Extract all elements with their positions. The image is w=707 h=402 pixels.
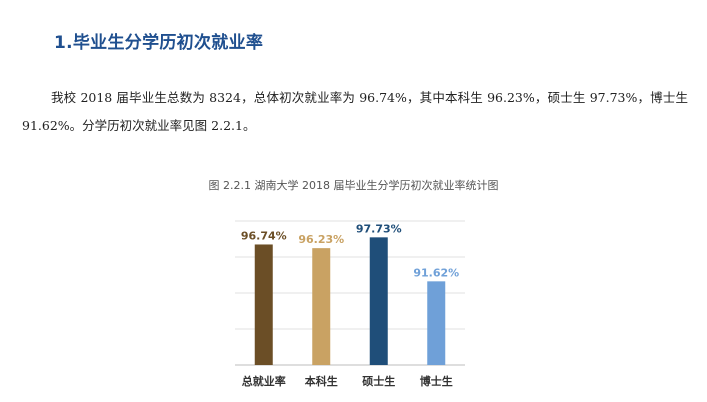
data-label-4: 91.62% [413,266,459,279]
category-label-1: 总就业率 [242,374,286,388]
bar-2 [312,248,331,365]
bar-1 [254,244,273,365]
category-label-3: 硕士生 [362,374,395,388]
section-heading: 1.毕业生分学历初次就业率 [54,33,264,53]
figure-caption: 图 2.2.1 湖南大学 2018 届毕业生分学历初次就业率统计图 [208,179,499,192]
data-label-1: 96.74% [241,229,287,242]
bar-4 [427,281,446,365]
body-paragraph: 我校 2018 届毕业生总数为 8324，总体初次就业率为 96.74%，其中本… [22,90,688,133]
employment-rate-bar-chart: 96.74% 总就业率 96.23% 本科生 97.73% 硕士生 91.62% 博士生 [235,220,465,388]
category-label-4: 博士生 [420,374,453,388]
data-label-3: 97.73% [356,222,402,235]
data-label-2: 96.23% [298,233,344,246]
category-label-2: 本科生 [305,374,338,388]
bar-3 [369,237,388,365]
